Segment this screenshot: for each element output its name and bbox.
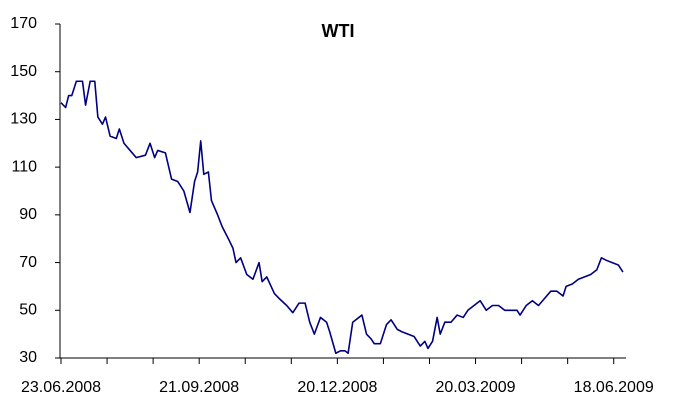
y-tick-label: 170 [10,15,37,32]
price-line [60,80,624,355]
y-tick-label: 110 [11,158,37,175]
x-tick-label: 20.12.2008 [297,379,377,396]
y-tick-label: 130 [10,111,37,128]
y-tick-label: 150 [10,63,37,80]
y-tick-label: 70 [19,254,37,271]
x-tick-label: 23.06.2008 [21,379,101,396]
y-tick-label: 30 [19,349,37,366]
chart-title: WTI [322,21,355,41]
y-tick-label: 50 [19,302,37,319]
x-tick-label: 18.06.2009 [574,379,654,396]
x-tick-label: 20.03.2009 [435,379,515,396]
y-tick-label: 90 [19,206,37,223]
x-tick-label: 21.09.2008 [159,379,239,396]
